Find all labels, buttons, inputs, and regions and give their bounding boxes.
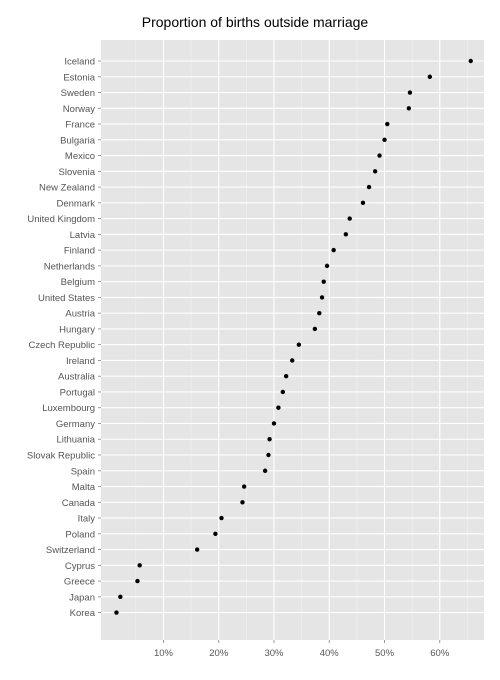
- y-tick-label: Latvia: [70, 230, 96, 241]
- data-point: [137, 563, 142, 568]
- data-point: [407, 90, 413, 95]
- data-point: [240, 500, 245, 505]
- y-tick-label: Mexico: [65, 151, 95, 162]
- y-tick-label: France: [65, 120, 95, 131]
- y-tick-label: Czech Republic: [28, 340, 95, 351]
- data-point: [194, 547, 200, 552]
- data-point: [319, 295, 325, 300]
- data-point: [382, 137, 387, 142]
- y-tick-label: Switzerland: [46, 545, 95, 556]
- data-point: [347, 216, 352, 221]
- data-point: [267, 437, 272, 442]
- y-tick-label: Luxembourg: [42, 403, 95, 414]
- y-tick-label: Australia: [58, 372, 96, 383]
- x-tick-label: 30%: [264, 648, 284, 659]
- y-tick-label: United States: [38, 293, 95, 304]
- data-point: [271, 421, 277, 426]
- y-tick-label: Lithuania: [56, 435, 95, 446]
- data-point: [377, 153, 382, 158]
- y-tick-label: Germany: [56, 419, 95, 430]
- y-tick-label: Sweden: [61, 88, 95, 99]
- y-tick-label: Austria: [65, 309, 95, 320]
- y-tick-label: Japan: [69, 592, 95, 603]
- y-tick-label: Hungary: [59, 324, 95, 335]
- y-tick-label: Malta: [72, 482, 96, 493]
- data-point: [468, 58, 473, 64]
- data-point: [266, 452, 271, 458]
- data-point: [385, 121, 390, 127]
- data-point: [280, 389, 286, 395]
- x-tick-label: 60%: [430, 648, 450, 659]
- data-point: [312, 326, 318, 332]
- data-point: [262, 468, 268, 473]
- chart-title: Proportion of births outside marriage: [141, 14, 369, 30]
- data-point: [366, 184, 372, 190]
- major-gridlines: [101, 40, 484, 640]
- data-point: [135, 578, 140, 584]
- data-point: [372, 169, 378, 174]
- data-point: [290, 358, 295, 363]
- x-tick-label: 10%: [154, 648, 174, 659]
- data-point: [276, 405, 281, 410]
- data-point: [331, 247, 336, 253]
- data-point: [321, 279, 326, 284]
- data-point: [219, 515, 224, 521]
- y-tick-label: Spain: [71, 466, 95, 477]
- data-point: [241, 484, 247, 489]
- y-tick-label: Estonia: [63, 72, 95, 83]
- data-point: [317, 310, 322, 316]
- y-tick-label: Korea: [70, 608, 96, 619]
- y-axis: Iceland Estonia Sweden Norway France Bulgaria…: [27, 57, 101, 619]
- x-axis: 10% 20% 30% 40% 50% 60%: [154, 640, 450, 659]
- data-point: [283, 374, 289, 379]
- y-tick-label: Slovenia: [59, 167, 96, 178]
- x-tick-label: 40%: [320, 648, 340, 659]
- data-point: [296, 342, 302, 347]
- y-tick-label: Bulgaria: [60, 135, 96, 146]
- y-tick-label: Netherlands: [44, 261, 95, 272]
- y-tick-label: Ireland: [66, 356, 95, 367]
- y-tick-label: Iceland: [64, 57, 95, 68]
- y-tick-label: Portugal: [60, 387, 95, 398]
- y-tick-label: Greece: [64, 577, 95, 588]
- y-tick-label: Italy: [78, 514, 96, 525]
- y-tick-label: Poland: [65, 529, 95, 540]
- data-point: [213, 531, 218, 536]
- y-tick-label: Belgium: [61, 277, 95, 288]
- data-point: [343, 232, 349, 237]
- data-point: [360, 200, 366, 206]
- y-tick-label: Cyprus: [65, 561, 95, 572]
- y-tick-label: New Zealand: [39, 183, 95, 194]
- data-point: [406, 106, 412, 111]
- data-point: [427, 74, 433, 79]
- y-tick-label: Canada: [62, 498, 96, 509]
- y-tick-label: Slovak Republic: [27, 451, 95, 462]
- x-tick-label: 50%: [375, 648, 395, 659]
- data-point: [324, 263, 330, 269]
- data-points: [114, 58, 473, 615]
- y-tick-label: Denmark: [56, 198, 95, 209]
- data-point: [114, 610, 119, 615]
- y-tick-label: Norway: [63, 104, 95, 115]
- y-tick-label: United Kingdom: [27, 214, 95, 225]
- data-point: [118, 594, 123, 600]
- y-tick-label: Finland: [64, 246, 95, 257]
- x-tick-label: 20%: [209, 648, 229, 659]
